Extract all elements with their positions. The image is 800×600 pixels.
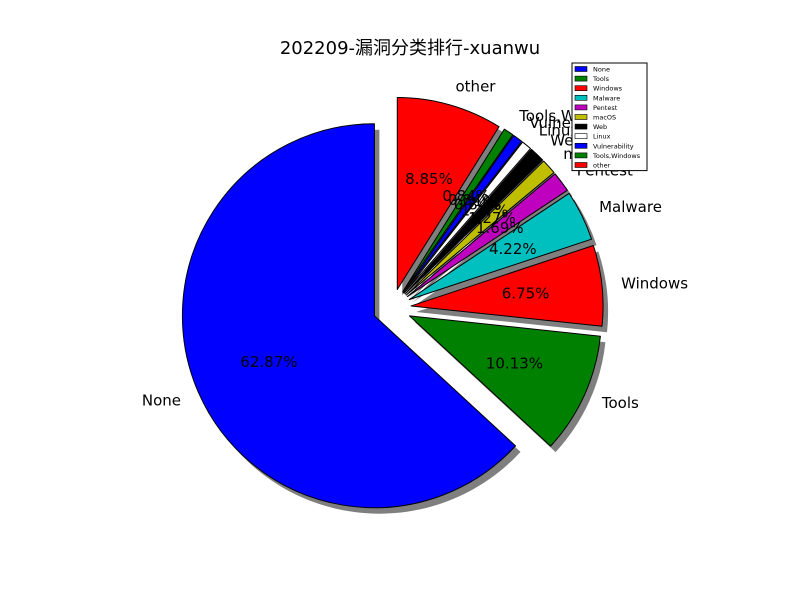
pie-slice-windows (410, 245, 604, 327)
legend-swatch-none (574, 66, 588, 72)
slice-label-tools: Tools (601, 394, 639, 412)
pie-slice-linux (403, 141, 531, 294)
legend-label-pentest: Pentest (593, 104, 618, 112)
slice-label-linux: Linux (539, 121, 580, 139)
slice-percent-none: 62.87% (240, 353, 297, 371)
chart-title: 202209-漏洞分类排行-xuanwu (280, 38, 540, 59)
legend-swatch-other (574, 162, 588, 168)
slice-percent-tools: 10.13% (486, 355, 543, 373)
legend-label-tools: Tools (592, 75, 610, 83)
slice-percent-vulnerability: 0.84% (448, 191, 496, 209)
legend-label-linux: Linux (593, 133, 611, 141)
legend-label-other: other (593, 162, 611, 170)
legend-swatch-vulnerability (574, 143, 588, 149)
pie-slice-tools-windows (402, 128, 514, 293)
slice-label-windows: Windows (621, 274, 688, 292)
pie-slice-web (404, 148, 544, 295)
legend-label-macos: macOS (593, 114, 616, 122)
pie-slice-other (396, 97, 500, 291)
legend-label-malware: Malware (593, 94, 620, 102)
legend-swatch-windows (574, 85, 588, 91)
legend-swatch-web (574, 123, 588, 130)
slice-label-other: other (456, 78, 497, 96)
legend-label-tools-windows: Tools,Windows (592, 152, 641, 160)
legend-swatch-macos (574, 114, 588, 120)
slice-percent-linux: 0.84% (454, 195, 502, 213)
slice-percent-pentest: 1.69% (476, 219, 524, 237)
slice-label-none: None (142, 391, 181, 409)
pie-slice-none (181, 123, 517, 509)
slice-percent-macos: 1.27% (468, 209, 516, 227)
slice-percent-malware: 4.22% (489, 240, 537, 258)
legend-swatch-pentest (574, 104, 588, 111)
slice-layer (181, 97, 604, 509)
slice-percent-web: 1.27% (461, 201, 509, 219)
pie-slice-vulnerability (402, 134, 523, 294)
legend-swatch-malware (574, 95, 588, 101)
legend-label-web: Web (593, 123, 607, 131)
legend-swatch-tools-windows (574, 152, 588, 159)
legend-label-none: None (593, 66, 610, 74)
slice-percent-other: 8.85% (405, 170, 453, 188)
pie-slice-macos (405, 160, 555, 296)
pie-slice-malware (408, 192, 593, 301)
percent-label-layer: 62.87% 10.13%6.75%4.22%1.69%1.27%1.27%0.8… (240, 170, 549, 373)
legend-label-vulnerability: Vulnerability (593, 142, 634, 150)
legend-swatch-linux (574, 133, 588, 139)
legend-swatch-tools (574, 75, 588, 82)
slice-percent-tools-windows: 0.84% (442, 187, 490, 205)
legend-label-windows: Windows (593, 85, 623, 93)
pie-slice-tools (408, 315, 601, 447)
pie-slice-pentest (406, 173, 568, 298)
slice-label-malware: Malware (599, 198, 662, 216)
slice-percent-windows: 6.75% (502, 285, 550, 303)
